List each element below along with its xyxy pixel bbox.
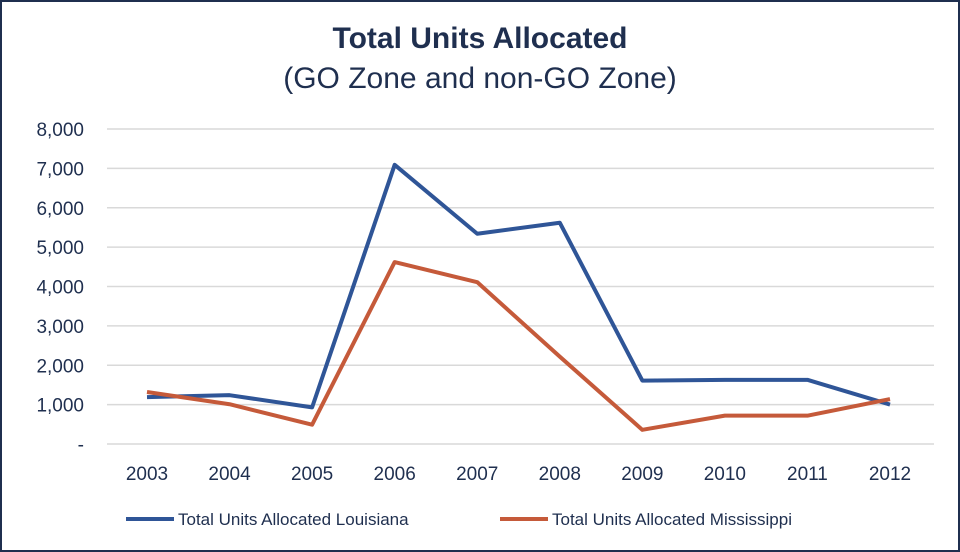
y-tick-label: 5,000 [36, 238, 84, 259]
x-tick-label: 2006 [374, 464, 416, 485]
y-tick-label: 6,000 [36, 199, 84, 220]
y-tick-label: - [78, 435, 84, 456]
y-tick-label: 3,000 [36, 317, 84, 338]
x-tick-label: 2003 [126, 464, 168, 485]
x-tick-label: 2007 [456, 464, 498, 485]
y-tick-label: 1,000 [36, 396, 84, 417]
legend-label: Total Units Allocated Louisiana [178, 510, 409, 529]
x-tick-label: 2009 [621, 464, 663, 485]
series-line-louisiana [146, 162, 891, 410]
x-tick-label: 2008 [539, 464, 581, 485]
x-tick-label: 2004 [208, 464, 251, 485]
y-tick-label: 7,000 [36, 159, 84, 180]
y-tick-label: 8,000 [36, 120, 84, 141]
x-tick-label: 2011 [787, 464, 828, 485]
chart-title: Total Units Allocated [332, 22, 628, 55]
legend-label: Total Units Allocated Mississippi [552, 510, 792, 529]
chart-subtitle: (GO Zone and non-GO Zone) [283, 62, 677, 95]
series-line-mississippi [146, 260, 891, 432]
x-tick-label: 2005 [291, 464, 333, 485]
x-tick-label: 2012 [869, 464, 911, 485]
y-tick-label: 2,000 [36, 356, 84, 377]
y-tick-label: 4,000 [36, 278, 84, 299]
x-tick-label: 2010 [704, 464, 746, 485]
